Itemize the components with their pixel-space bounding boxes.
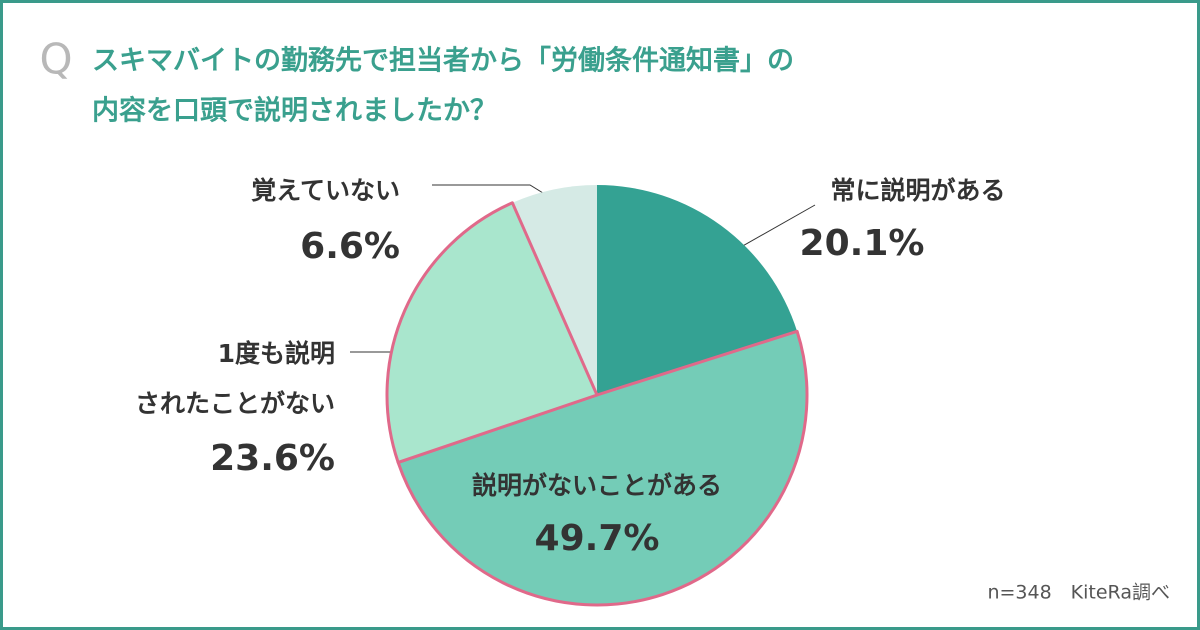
slice-label: 1度も説明されたことがない	[135, 339, 335, 418]
pie-slice	[597, 185, 798, 395]
slice-label: 常に説明がある	[830, 176, 1005, 205]
pie-slice	[512, 185, 597, 395]
value-label: 23.6%	[210, 438, 335, 479]
question-mark: Q	[39, 35, 72, 84]
slice-label: 覚えていない	[251, 176, 400, 205]
note: n=348 KiteRa調べ	[987, 582, 1170, 604]
pie-slice	[385, 201, 599, 464]
pie-slice	[396, 329, 809, 607]
title-line: 内容を口頭で説明されましたか？	[92, 95, 497, 127]
value-label: 20.1%	[800, 223, 925, 264]
value-label: 6.6%	[300, 226, 400, 267]
slice-label: 説明がないことがある	[472, 471, 722, 500]
value-label: 49.7%	[535, 518, 660, 559]
title-line: スキマバイトの勤務先で担当者から「労働条件通知書」の	[92, 45, 794, 77]
